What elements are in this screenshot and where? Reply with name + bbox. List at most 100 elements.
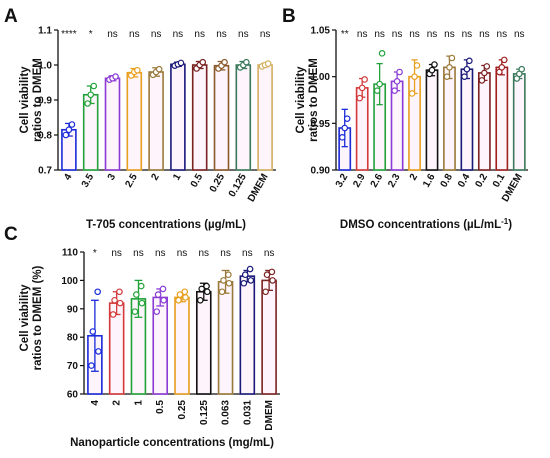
data-point <box>131 308 139 315</box>
data-point <box>481 69 488 77</box>
panel-b: B Cell viability ratios to DMEM DMSO con… <box>282 6 528 231</box>
bar <box>390 80 404 171</box>
x-tick-label: 0.4 <box>456 172 473 190</box>
y-tick-label: 100 <box>61 276 78 287</box>
x-axis-title-a: T-705 concentrations (µg/mL) <box>86 219 246 231</box>
significance-label: **** <box>61 29 77 40</box>
panel-letter-c: C <box>4 224 18 245</box>
x-tick-label: 2.5 <box>123 172 140 190</box>
x-tick-label: 1.6 <box>421 172 438 190</box>
y-axis-title-a: Cell viability ratios to DMEM <box>19 58 44 142</box>
x-axis-title-c: Nanoparticle concentrations (mg/mL) <box>70 437 274 449</box>
significance-label: ** <box>341 29 349 40</box>
significance-label: ns <box>216 29 227 40</box>
data-point <box>198 285 205 293</box>
x-tick-label: DMEM <box>264 400 275 431</box>
data-point <box>391 87 398 94</box>
bar <box>174 296 190 395</box>
data-point <box>356 94 364 102</box>
significance-label: * <box>93 248 97 259</box>
x-tick-label: 0.5 <box>155 400 166 414</box>
bar <box>443 66 456 171</box>
bar <box>477 72 491 171</box>
data-point <box>448 54 456 62</box>
data-point <box>138 299 146 307</box>
significance-label: ns <box>444 29 455 40</box>
significance-label: ns <box>392 29 403 40</box>
x-tick-label: 0.5 <box>189 172 206 190</box>
data-point <box>518 65 526 73</box>
y-axis-title-a-line1: Cell viability <box>19 66 31 134</box>
bar <box>126 71 143 171</box>
y-tick-label: 1.00 <box>311 72 331 83</box>
plot-area-c: 60 70 80 90 100 110 * 4 ns 2 ns 1 ns 0.5 ns 0.25 ns 0.125… <box>61 248 280 431</box>
data-point <box>111 296 118 304</box>
data-point <box>218 288 226 296</box>
bar <box>170 63 186 171</box>
significance-label: ns <box>242 248 253 259</box>
x-tick-label: 3.5 <box>80 172 97 190</box>
data-point <box>343 115 351 122</box>
data-point <box>466 57 473 65</box>
data-point <box>500 56 508 64</box>
x-axis-title-b-sup: -1 <box>501 217 509 226</box>
significance-label: ns <box>151 29 162 40</box>
y-tick-label: 90 <box>67 304 79 315</box>
data-point <box>175 296 182 304</box>
x-tick-label: 2 <box>112 400 123 406</box>
data-point <box>95 348 102 355</box>
significance-label: ns <box>194 29 205 40</box>
data-point <box>133 291 140 298</box>
bar <box>460 68 474 171</box>
significance-label: ns <box>514 29 525 40</box>
significance-label: ns <box>107 29 118 40</box>
bar <box>213 64 230 171</box>
data-point <box>411 73 418 80</box>
bar <box>425 69 439 171</box>
data-point <box>220 277 227 284</box>
y-axis-title-b: Cell viability ratios to DMEM <box>295 58 320 142</box>
y-tick-label: 0.7 <box>38 166 52 177</box>
data-point <box>338 134 346 141</box>
data-point <box>264 60 272 67</box>
data-point <box>62 131 70 139</box>
data-point <box>221 58 228 66</box>
data-point <box>240 279 248 287</box>
significance-label: ns <box>238 29 249 40</box>
bar <box>196 290 212 395</box>
data-point <box>199 58 207 66</box>
panel-letter-a: A <box>4 6 18 27</box>
bar <box>512 73 526 171</box>
data-point <box>396 68 403 76</box>
y-tick-label: 1.05 <box>311 26 331 37</box>
data-point <box>87 91 95 99</box>
data-point <box>203 288 211 296</box>
x-axis-title-b-tail: ) <box>508 219 512 231</box>
significance-label: ns <box>497 29 508 40</box>
plot-area-a: 0.7 0.8 0.9 1.0 1.1 **** 4 * 3.5 ns 3 ns 2.5 ns 2 ns 1 ns… <box>38 26 276 204</box>
data-point <box>478 77 486 84</box>
x-tick-label: 2 <box>408 172 421 183</box>
data-point <box>461 73 468 80</box>
data-point <box>181 288 189 296</box>
data-point <box>109 311 117 318</box>
y-tick-label: 1.1 <box>38 26 52 37</box>
data-point <box>446 64 453 71</box>
data-point <box>94 288 101 296</box>
panel-letter-b: B <box>282 6 296 27</box>
y-tick-label: 0.8 <box>38 131 52 142</box>
data-point <box>243 58 250 66</box>
x-axis-title-b: DMSO concentrations (µL/mL-1) <box>340 217 512 231</box>
data-point <box>262 288 269 296</box>
data-point <box>431 61 438 68</box>
y-tick-label: 0.95 <box>311 119 331 130</box>
y-tick-label: 0.90 <box>311 166 331 177</box>
bar <box>495 66 509 171</box>
y-axis-title-b-line1: Cell viability <box>295 66 307 134</box>
data-point <box>88 362 95 369</box>
bar <box>217 281 234 395</box>
data-point <box>153 308 161 315</box>
significance-label: ns <box>409 29 420 40</box>
x-tick-label: 2.9 <box>351 172 368 190</box>
x-tick-label: 0.2 <box>473 172 490 190</box>
